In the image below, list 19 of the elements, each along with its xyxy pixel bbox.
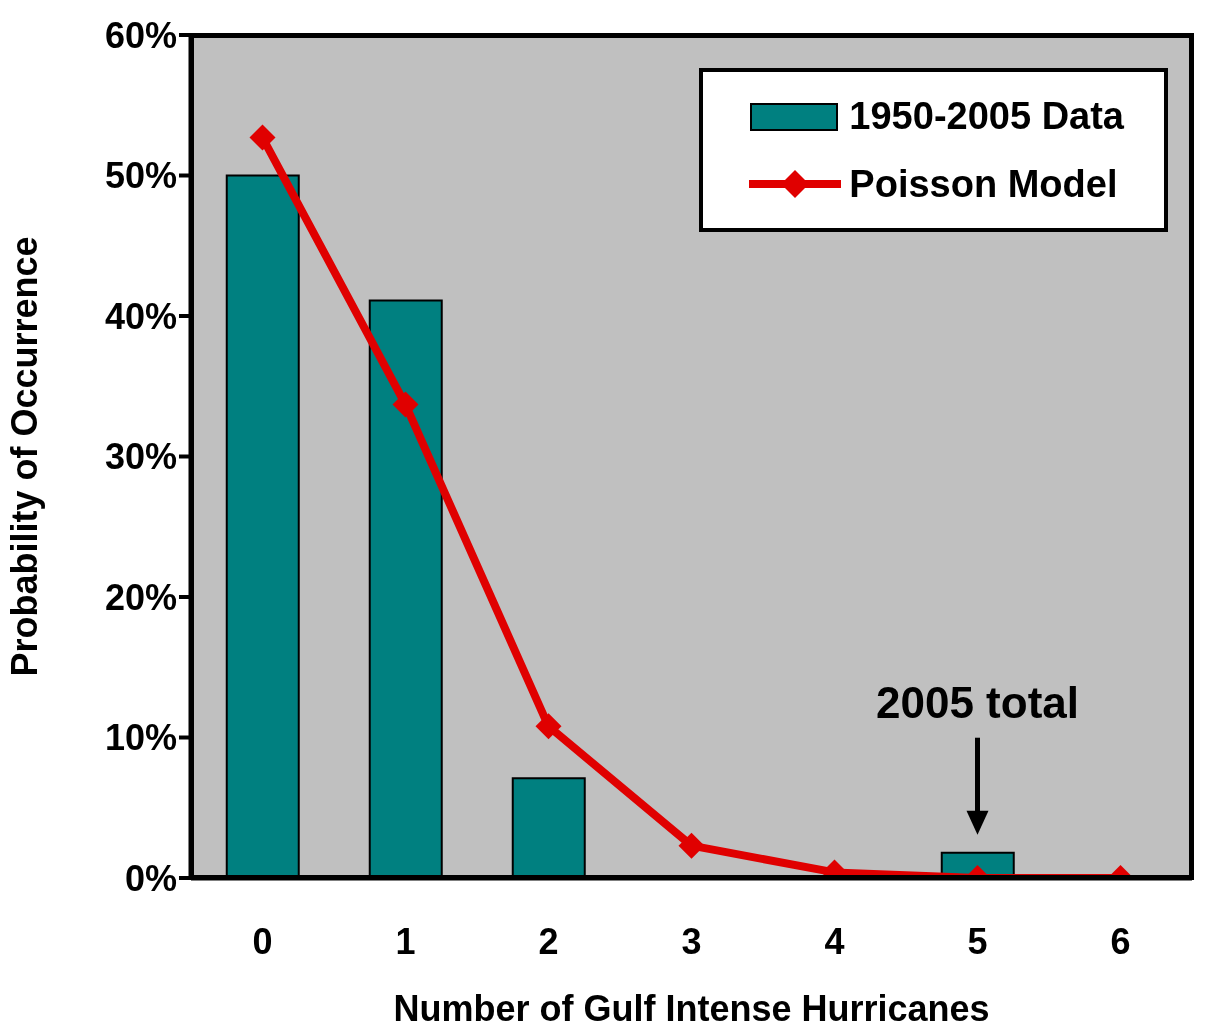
- y-tick-label: 30%: [104, 436, 177, 478]
- y-tick-label: 0%: [124, 857, 177, 899]
- y-tick-label: 10%: [104, 717, 177, 759]
- annotation: 2005 total: [876, 677, 1079, 727]
- x-tick-label: 2: [538, 920, 559, 962]
- legend-label: Poisson Model: [849, 162, 1118, 206]
- x-tick-label: 6: [1110, 920, 1131, 962]
- x-tick-label: 4: [824, 920, 845, 962]
- x-tick-label: 0: [252, 920, 273, 962]
- legend-label: 1950-2005 Data: [849, 94, 1124, 138]
- x-axis-title: Number of Gulf Intense Hurricanes: [393, 988, 990, 1029]
- x-tick-label: 3: [681, 920, 702, 962]
- y-tick-label: 40%: [104, 295, 177, 337]
- y-tick-label: 20%: [104, 576, 177, 618]
- y-tick-label: 50%: [104, 155, 177, 197]
- y-tick-label: 60%: [104, 14, 177, 56]
- y-axis-title: Probability of Occurrence: [3, 236, 45, 677]
- x-tick-label: 5: [967, 920, 988, 962]
- x-tick-label: 1: [395, 920, 416, 962]
